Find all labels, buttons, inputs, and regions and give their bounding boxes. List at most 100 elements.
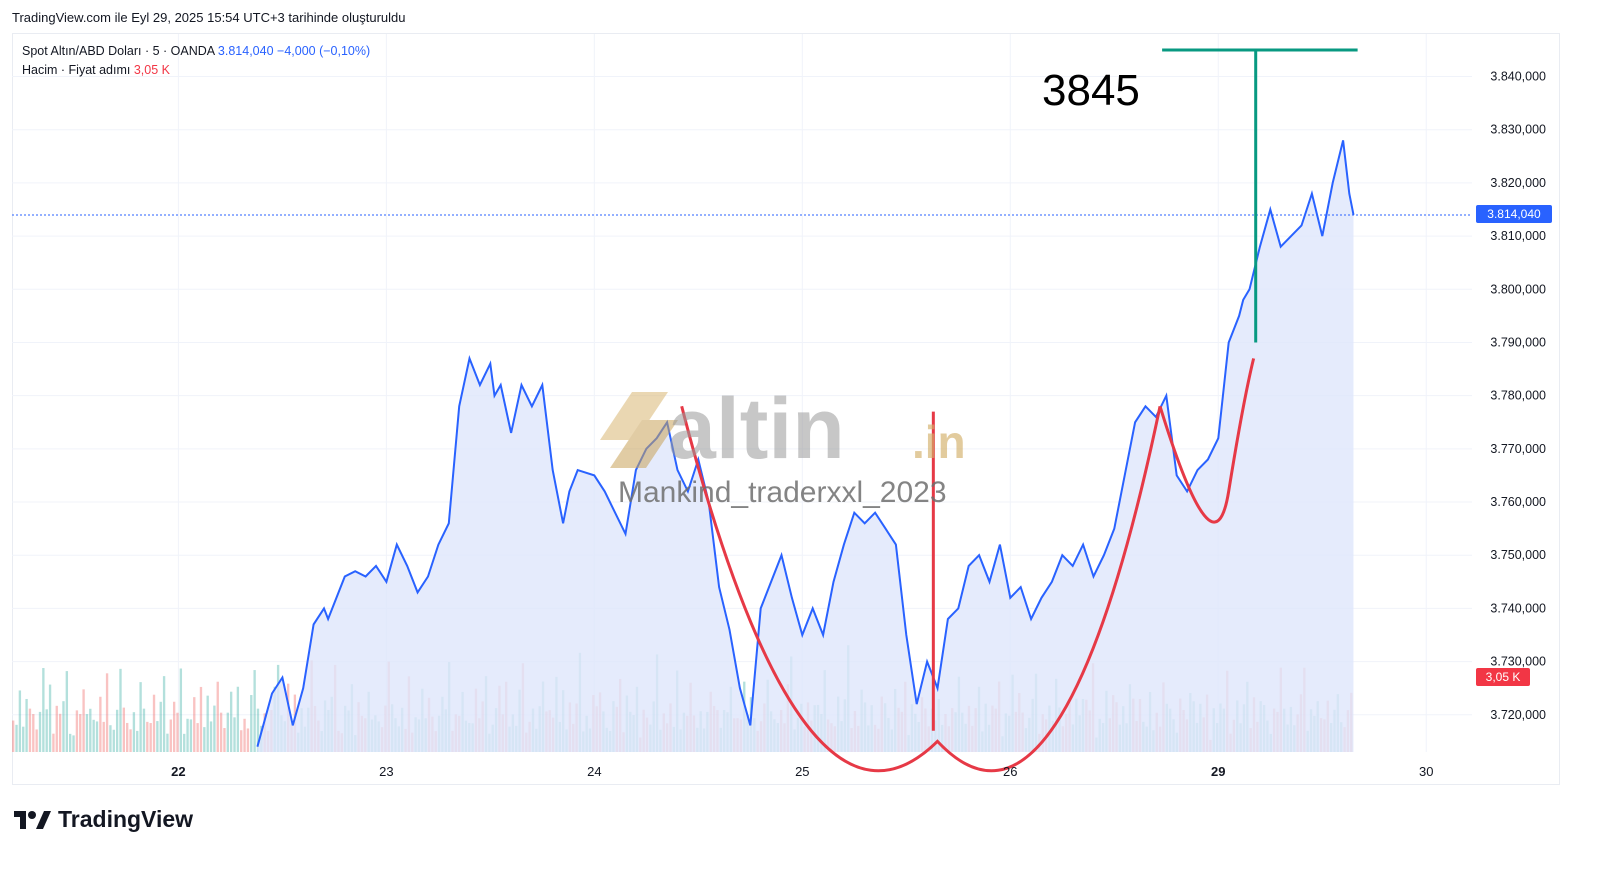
volume-bar [92,719,95,752]
y-tick-label: 3.730,000 [1490,655,1546,669]
volume-bar [122,707,126,752]
x-tick-label: 23 [379,764,393,779]
volume-bar [42,668,45,752]
volume-bar [240,730,243,752]
y-tick-label: 3.830,000 [1490,123,1546,137]
volume-bar [18,690,22,752]
volume-bar [189,719,193,752]
grid-lines [12,34,1472,752]
volume-bar [209,721,213,752]
tradingview-brand-text: TradingView [58,806,194,832]
y-tick-label: 3.840,000 [1490,70,1546,84]
y-tick-label: 3.790,000 [1490,335,1546,349]
volume-bar [48,684,52,752]
y-tick-label: 3.800,000 [1490,282,1546,296]
volume-bar [22,726,25,752]
volume-bar [206,695,209,752]
volume-bar [105,673,109,752]
volume-bar [186,718,189,752]
x-tick-label: 22 [171,764,185,779]
y-tick-label: 3.740,000 [1490,601,1546,615]
volume-bar [162,676,166,752]
volume-bar [28,708,32,752]
legend-symbol[interactable]: Spot Altın/ABD Doları · 5 · OANDA [22,44,215,58]
volume-bar [109,725,112,752]
volume-bar [12,720,15,752]
cup-curve [680,405,1162,773]
volume-bar [112,729,115,752]
volume-bar [142,708,146,752]
volume-bar [169,719,172,752]
volume-bar [193,697,196,752]
volume-bar [55,705,58,752]
handle-curve [1158,358,1256,524]
volume-bar [256,708,260,752]
volume-bar [159,701,162,752]
altin-logo-icon [600,392,678,468]
legend-volume-label[interactable]: Hacim · Fiyat adımı [22,63,131,77]
x-tick-label: 24 [587,764,601,779]
volume-bar [126,722,129,752]
legend-price: 3.814,040 [217,44,274,58]
time-axis: 22 23 24 25 26 29 30 [171,764,1433,779]
volume-bar [223,728,226,752]
y-tick-label: 3.760,000 [1490,495,1546,509]
volume-bar [199,686,203,752]
volume-bar [229,691,233,752]
volume-bar [38,711,42,752]
volume-bar [226,712,229,752]
watermark-subtitle: Mankind_traderxxl_2023 [618,476,947,509]
volume-bar [183,733,186,752]
y-tick-label: 3.720,000 [1490,708,1546,722]
chart-legend: Spot Altın/ABD Doları · 5 · OANDA 3.814,… [22,42,370,80]
watermark-brand: altin [668,381,845,477]
volume-bar [102,721,105,752]
watermark-tld: .in [912,416,966,468]
legend-volume-value: 3,05 K [133,63,170,77]
volume-bar [196,723,199,752]
volume-bar [58,713,62,752]
volume-bar [15,724,18,752]
volume-bar [72,735,75,752]
volume-bar [119,668,122,752]
volume-bar [253,670,256,752]
volume-bar [85,714,89,752]
price-line [256,140,1355,747]
volume-bar [89,708,92,752]
y-tick-label: 3.780,000 [1490,389,1546,403]
volume-bar [35,729,38,752]
volume-bar [166,733,169,752]
volume-bar [179,668,183,752]
volume-bar [115,709,119,752]
x-tick-label: 29 [1211,764,1225,779]
volume-bar [132,712,136,752]
volume-bar [25,698,28,752]
volume-bar [236,686,240,752]
chart-frame [12,33,1560,785]
volume-bar [75,710,79,752]
volume-bar [172,701,176,752]
price-axis: 3.720,000 3.730,000 3.740,000 3.750,000 3.76… [1490,70,1546,722]
volume-bar [139,682,142,752]
volume-bar [156,721,159,752]
volume-bar [45,709,48,752]
volume-bar [146,721,149,752]
y-tick-label: 3.750,000 [1490,548,1546,562]
x-tick-label: 26 [1003,764,1017,779]
volume-bar [233,717,236,752]
volume-bar [99,696,102,752]
volume-bar [82,689,85,752]
x-tick-label: 25 [795,764,809,779]
volume-bar [246,728,250,752]
y-tick-label: 3.810,000 [1490,229,1546,243]
volume-bar [95,721,99,752]
volume-bar [69,733,72,752]
y-tick-label: 3.770,000 [1490,442,1546,456]
volume-bar [243,718,246,752]
volume-bar [216,681,219,752]
price-area [257,140,1354,752]
tradingview-brand[interactable]: TradingView [14,806,193,833]
volume-badge: 3,05 K [1476,668,1530,686]
volume-bar [32,714,35,752]
